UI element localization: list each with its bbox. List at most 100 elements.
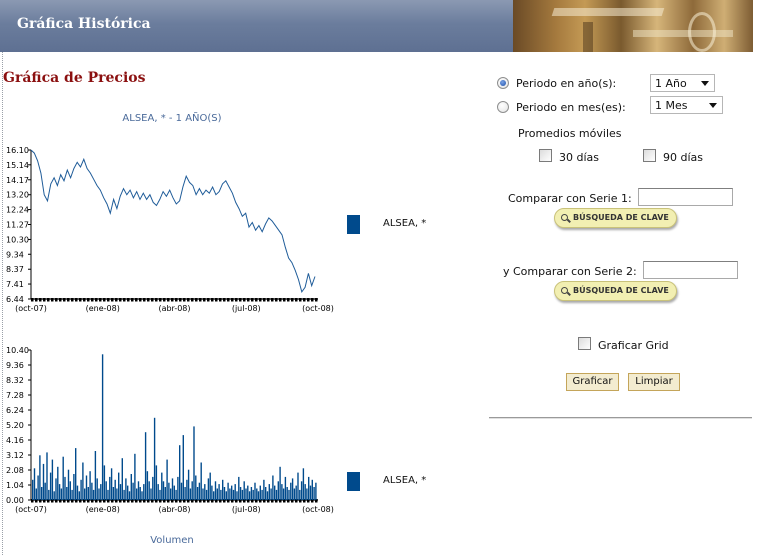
volume-x-minor-tick [67, 499, 70, 503]
volume-x-minor-tick [47, 499, 50, 503]
period-years-radio[interactable] [497, 77, 509, 89]
volume-bar [137, 481, 140, 501]
price-x-minor-tick [111, 298, 114, 302]
volume-x-minor-tick [303, 499, 306, 503]
period-years-select[interactable]: 1 Año [650, 74, 715, 92]
volume-bar [42, 463, 45, 500]
period-months-select[interactable]: 1 Mes [650, 96, 723, 114]
volume-bar [35, 488, 37, 500]
volume-bar [37, 475, 39, 500]
plot-button[interactable]: Graficar [566, 373, 619, 391]
volume-bar [184, 487, 186, 500]
volume-x-minor-tick [259, 499, 262, 503]
price-x-minor-tick [235, 298, 238, 302]
page-title: Gráfica Histórica [17, 16, 151, 32]
price-x-minor-tick [215, 298, 218, 302]
volume-x-minor-tick [139, 499, 142, 503]
volume-bar [256, 488, 258, 500]
volume-bar [304, 484, 306, 500]
ma30-checkbox[interactable] [539, 149, 552, 162]
volume-bar [189, 488, 192, 500]
price-y-tick-label: 6.44 [6, 295, 24, 304]
volume-bar [187, 469, 190, 500]
volume-x-minor-tick [243, 499, 246, 503]
volume-x-minor-tick [59, 499, 62, 503]
volume-x-tick-label: (jul-08) [232, 505, 261, 514]
volume-bar [139, 487, 141, 500]
volume-bar [306, 488, 308, 500]
volume-bar [223, 487, 226, 500]
price-legend-swatch [347, 215, 360, 234]
volume-bar [213, 491, 215, 500]
volume-bar [196, 487, 199, 500]
volume-y-tick-label: 6.24 [6, 406, 24, 415]
price-x-tick-label: (jul-08) [232, 304, 261, 313]
volume-bar [293, 488, 296, 500]
volume-x-minor-tick [71, 499, 74, 503]
compare1-input[interactable] [638, 188, 733, 206]
price-x-minor-tick [119, 298, 122, 302]
ma90-checkbox[interactable] [643, 149, 656, 162]
volume-bar [132, 482, 134, 500]
price-x-minor-tick [127, 298, 130, 302]
volume-x-minor-tick [203, 499, 206, 503]
volume-x-minor-tick [99, 499, 102, 503]
price-x-minor-tick [299, 298, 302, 302]
volume-bar [76, 485, 79, 500]
volume-x-minor-tick [231, 499, 234, 503]
header-band [0, 0, 513, 52]
price-x-minor-tick [155, 298, 158, 302]
volume-bar [239, 487, 242, 500]
volume-x-minor-tick [211, 499, 214, 503]
clear-button[interactable]: Limpiar [628, 373, 680, 391]
compare2-input[interactable] [643, 261, 738, 279]
volume-x-minor-tick [35, 499, 38, 503]
volume-x-tick-label: (abr-08) [158, 505, 190, 514]
volume-bar [141, 491, 143, 500]
grid-checkbox[interactable] [578, 337, 591, 350]
volume-bar [254, 482, 256, 500]
volume-bar [261, 489, 263, 500]
volume-bar [127, 485, 129, 500]
volume-bar [55, 478, 57, 500]
volume-bar [109, 476, 111, 500]
compare1-label: Comparar con Serie 1: [508, 192, 632, 205]
volume-bar [159, 489, 161, 500]
price-x-minor-tick [307, 298, 310, 302]
price-x-minor-tick [75, 298, 78, 302]
period-months-radio[interactable] [497, 101, 509, 113]
price-x-minor-tick [303, 298, 306, 302]
volume-bar [241, 489, 244, 500]
volume-bar [263, 479, 265, 500]
volume-x-minor-tick [179, 499, 182, 503]
price-x-minor-tick [195, 298, 198, 302]
volume-bar [101, 354, 104, 500]
volume-bar [41, 487, 43, 500]
volume-x-tick-label: (ene-08) [86, 505, 120, 514]
search-key-button-1[interactable]: BÚSQUEDA DE CLAVE [554, 208, 677, 228]
volume-bar [222, 479, 224, 500]
volume-x-minor-tick [83, 499, 86, 503]
volume-bar [64, 476, 66, 500]
volume-bar [277, 481, 279, 501]
volume-bar [291, 478, 294, 500]
volume-bar [66, 487, 68, 500]
price-x-minor-tick [191, 298, 194, 302]
price-x-minor-tick [223, 298, 226, 302]
volume-bar [300, 481, 303, 501]
volume-bar [232, 489, 235, 500]
volume-x-minor-tick [131, 499, 134, 503]
search-key-button-2[interactable]: BÚSQUEDA DE CLAVE [554, 281, 677, 301]
volume-bar [60, 488, 63, 500]
price-x-minor-tick [207, 298, 210, 302]
volume-x-minor-tick [43, 499, 46, 503]
volume-bar [105, 481, 107, 501]
volume-bar [265, 487, 267, 500]
price-x-minor-tick [243, 298, 246, 302]
volume-x-minor-tick [167, 499, 170, 503]
volume-x-minor-tick [79, 499, 82, 503]
search-icon [561, 287, 568, 294]
header-photo [513, 0, 753, 52]
volume-bar [290, 482, 292, 500]
price-x-minor-tick [87, 298, 90, 302]
